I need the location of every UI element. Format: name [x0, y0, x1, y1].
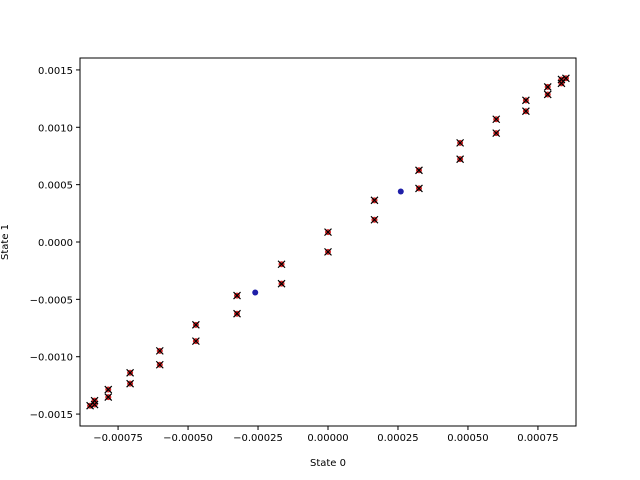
- y-tick-label: −0.0010: [30, 353, 73, 364]
- x-marker: [155, 360, 164, 369]
- x-marker: [370, 196, 379, 205]
- x-marker: [557, 75, 566, 84]
- x-marker: [492, 129, 501, 138]
- y-tick-label: 0.0005: [38, 181, 73, 192]
- x-marker: [370, 215, 379, 224]
- x-marker: [126, 379, 135, 388]
- y-tick-label: 0.0010: [38, 123, 73, 134]
- x-marker: [104, 393, 113, 402]
- plot-frame: [79, 57, 577, 427]
- y-tick-label: 0.0000: [38, 238, 73, 249]
- x-marker: [277, 260, 286, 269]
- x-marker: [191, 320, 200, 329]
- x-marker: [415, 184, 423, 193]
- x-marker: [456, 138, 465, 147]
- x-marker: [104, 385, 113, 394]
- x-marker: [324, 247, 332, 256]
- x-tick-label: 0.00025: [377, 433, 418, 444]
- x-marker: [191, 337, 200, 346]
- x-marker: [155, 346, 164, 355]
- x-marker: [233, 291, 241, 300]
- dot-marker: [397, 188, 404, 195]
- x-marker: [543, 82, 552, 91]
- x-tick-label: −0.00075: [93, 433, 143, 444]
- dot-marker: [252, 289, 259, 296]
- y-tick-label: −0.0005: [30, 295, 73, 306]
- x-marker: [492, 115, 501, 124]
- x-marker: [521, 107, 530, 116]
- x-marker: [126, 368, 135, 377]
- x-tick-label: −0.00050: [163, 433, 213, 444]
- x-marker: [324, 228, 332, 237]
- y-tick-label: −0.0015: [30, 410, 73, 421]
- x-marker: [521, 96, 530, 105]
- x-tick-label: 0.00075: [517, 433, 558, 444]
- y-axis-label: State 1: [0, 224, 11, 260]
- x-tick-label: −0.00025: [233, 433, 283, 444]
- x-marker: [233, 309, 241, 318]
- x-marker: [543, 90, 552, 99]
- x-marker: [456, 155, 465, 164]
- x-tick-label: 0.00050: [447, 433, 488, 444]
- y-tick-label: 0.0015: [38, 66, 73, 77]
- x-marker: [277, 279, 286, 288]
- x-marker: [415, 166, 423, 175]
- x-axis-label: State 0: [310, 458, 346, 469]
- x-marker: [90, 396, 99, 405]
- x-tick-label: 0.00000: [307, 433, 348, 444]
